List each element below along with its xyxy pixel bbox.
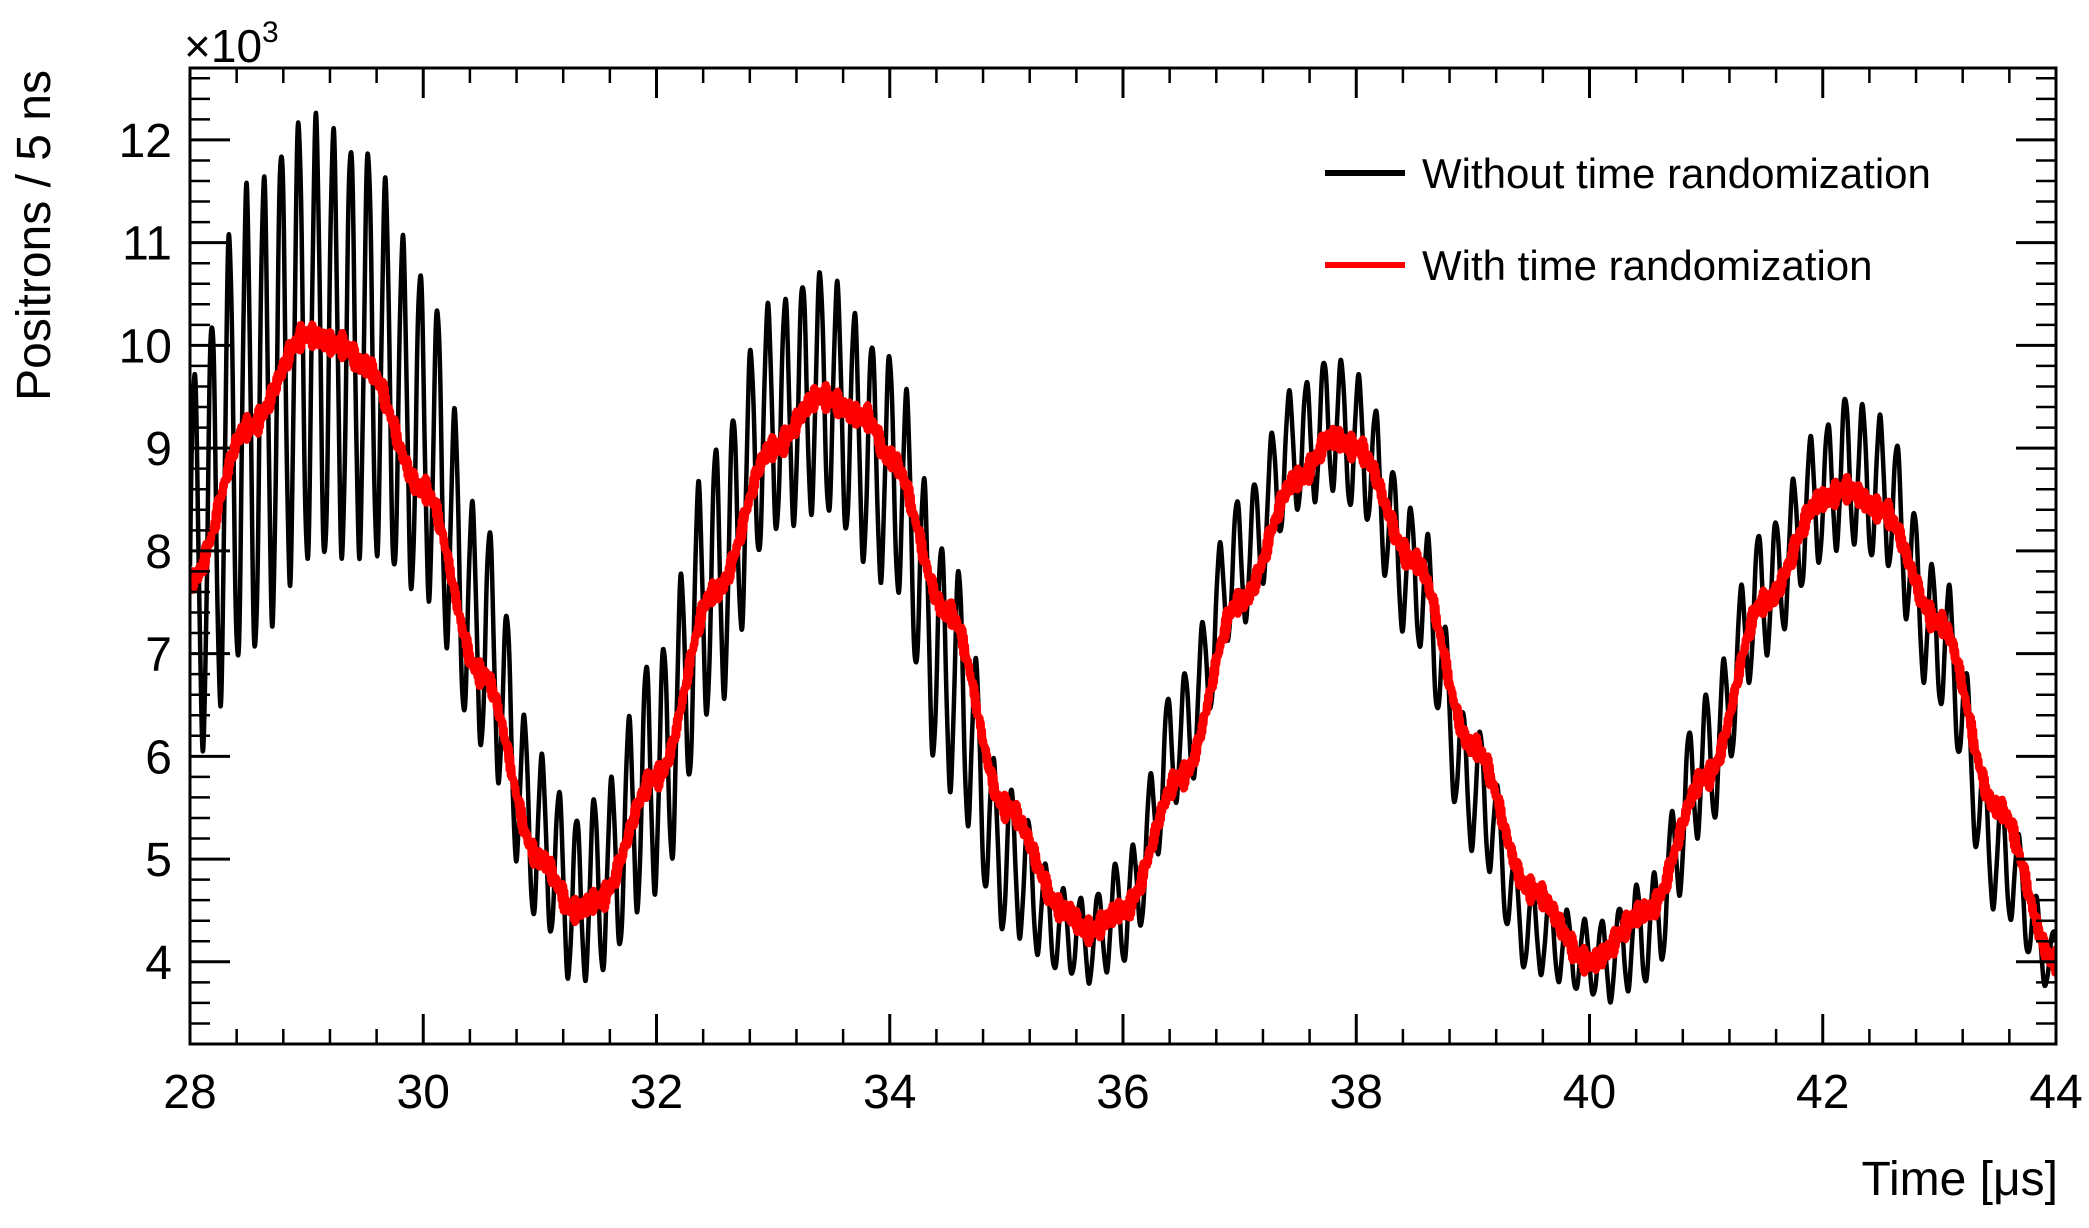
y-tick-label: 12 bbox=[119, 115, 172, 168]
x-tick-label: 40 bbox=[1563, 1066, 1616, 1119]
y-tick-label: 8 bbox=[145, 526, 172, 579]
y-tick-label: 5 bbox=[145, 834, 172, 887]
legend-label-with: With time randomization bbox=[1422, 242, 1873, 289]
x-tick-label: 42 bbox=[1796, 1066, 1849, 1119]
x-tick-label: 34 bbox=[863, 1066, 916, 1119]
x-tick-label: 36 bbox=[1096, 1066, 1149, 1119]
y-tick-labels: 4 5 6 7 8 9 10 11 12 bbox=[119, 115, 172, 990]
y-tick-label: 6 bbox=[145, 731, 172, 784]
x-tick-label: 28 bbox=[163, 1066, 216, 1119]
x-tick-label: 38 bbox=[1330, 1066, 1383, 1119]
x-tick-label: 30 bbox=[397, 1066, 450, 1119]
x-axis-title: Time [μs] bbox=[1861, 1153, 2058, 1206]
series-layer bbox=[190, 110, 2056, 1005]
y-multiplier-exponent: 3 bbox=[262, 16, 279, 49]
legend: Without time randomization With time ran… bbox=[1325, 150, 1931, 289]
y-axis-multiplier: ×103 bbox=[184, 16, 279, 72]
y-tick-label: 7 bbox=[145, 629, 172, 682]
y-axis-title: Positrons / 5 ns bbox=[8, 70, 61, 401]
ticks-layer bbox=[188, 68, 2058, 1044]
x-tick-label: 44 bbox=[2029, 1066, 2082, 1119]
y-tick-label: 9 bbox=[145, 423, 172, 476]
y-tick-label: 11 bbox=[122, 218, 172, 271]
series-with-randomization bbox=[190, 320, 2056, 977]
x-tick-labels: 28 30 32 34 36 38 40 42 44 bbox=[163, 1066, 2082, 1119]
y-tick-label: 4 bbox=[145, 937, 172, 990]
y-multiplier-base: ×10 bbox=[184, 20, 262, 72]
legend-label-without: Without time randomization bbox=[1422, 150, 1931, 197]
y-tick-label: 10 bbox=[119, 320, 172, 373]
series-without-randomization bbox=[190, 110, 2056, 1005]
x-tick-label: 32 bbox=[630, 1066, 683, 1119]
